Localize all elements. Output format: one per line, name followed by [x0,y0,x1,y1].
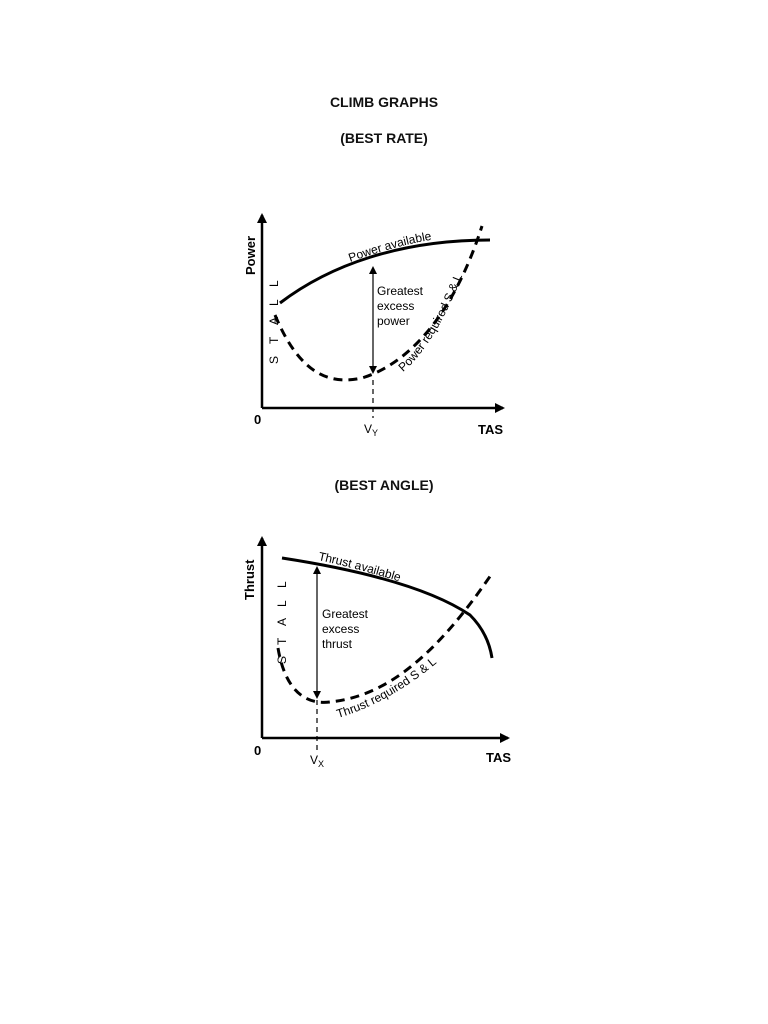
stall-letter-t: T [275,637,289,645]
thrust-available-curve [281,556,494,659]
x-axis-label: TAS [478,422,503,437]
excess-line-2: excess [377,299,414,313]
power-available-curve [279,238,491,305]
excess-line-1: Greatest [322,607,369,621]
excess-line-3: thrust [322,637,353,651]
stall-letter-l2: L [275,600,289,607]
vx-label: VX [310,753,324,769]
stall-letter-s: S [275,656,289,664]
page-title: CLIMB GRAPHS [329,94,439,110]
best-angle-heading: (BEST ANGLE) [334,477,434,493]
excess-line-2: excess [322,622,359,636]
power-required-curve [273,225,484,382]
excess-line-3: power [377,314,410,328]
stall-letter-s: S [267,356,281,364]
excess-line-1: Greatest [377,284,424,298]
y-axis-label: Thrust [242,559,257,600]
origin-label: 0 [254,412,261,427]
x-axis-label: TAS [486,750,511,765]
best-rate-graph: Power TAS 0 L L A T S Power available Po… [243,213,505,438]
stall-letter-a: A [267,317,281,325]
stall-letter-l1: L [275,581,289,588]
best-angle-graph: Thrust TAS 0 L L A T S Thrust available … [242,536,511,769]
stall-letter-l1: L [267,280,281,287]
vy-label: VY [364,422,378,438]
thrust-required-label: Thrust required S & L [335,654,439,721]
stall-letter-t: T [267,336,281,344]
thrust-required-curve [276,571,495,704]
best-rate-heading: (BEST RATE) [340,130,428,146]
stall-letter-a: A [275,618,289,626]
origin-label: 0 [254,743,261,758]
stall-letter-l2: L [267,299,281,306]
y-axis-label: Power [243,236,258,275]
